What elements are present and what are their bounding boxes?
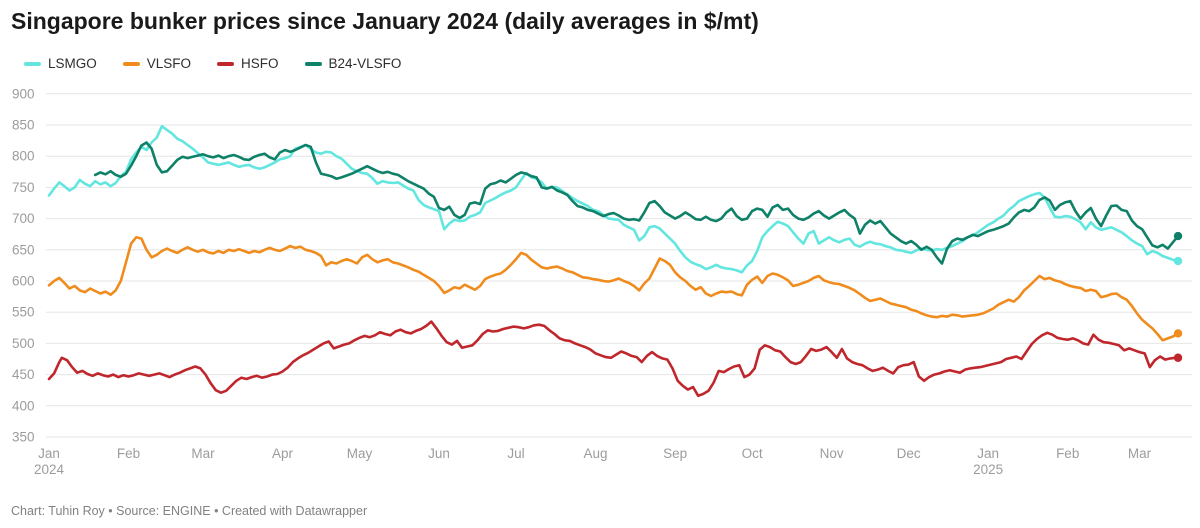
y-tick-label: 850	[12, 118, 35, 133]
x-tick-label: Mar	[191, 446, 215, 461]
y-tick-label: 700	[12, 211, 35, 226]
legend-swatch-icon	[24, 61, 41, 66]
series-end-dot-hsfo	[1173, 353, 1183, 362]
y-tick-label: 500	[12, 336, 35, 351]
series-end-dot-vlsfo	[1173, 329, 1183, 338]
y-tick-label: 650	[12, 242, 35, 257]
legend-swatch-icon	[217, 61, 235, 66]
legend-item-b24-vlsfo: B24-VLSFO	[304, 56, 402, 71]
x-tick-label: May	[347, 446, 373, 461]
x-tick-label: Mar	[1128, 446, 1152, 461]
legend-swatch-icon	[304, 61, 322, 66]
series-end-dot-lsmgo	[1173, 256, 1183, 266]
x-tick-label: Jul	[507, 446, 524, 461]
x-tick-label: Jan	[977, 446, 999, 461]
legend-label: LSMGO	[48, 56, 97, 71]
legend-label: VLSFO	[146, 56, 192, 71]
x-tick-label: Feb	[117, 446, 140, 461]
x-tick-label: Dec	[897, 446, 921, 461]
series-line-lsmgo	[47, 124, 1180, 274]
x-tick-label: Oct	[742, 446, 763, 461]
legend-swatch-icon	[122, 61, 140, 66]
x-tick-label: Jun	[428, 446, 450, 461]
x-tick-label: Apr	[272, 446, 294, 461]
legend: LSMGO VLSFO HSFO B24-VLSFO	[24, 56, 401, 71]
x-tick-year-label: 2024	[34, 462, 65, 477]
legend-label: B24-VLSFO	[328, 56, 402, 71]
series-line-hsfo	[47, 320, 1180, 398]
y-tick-label: 350	[12, 430, 35, 445]
x-tick-label: Nov	[820, 446, 844, 461]
legend-label: HSFO	[241, 56, 279, 71]
series-line-b24-vlsfo	[93, 141, 1180, 265]
series-end-dot-b24-vlsfo	[1173, 231, 1183, 241]
y-tick-label: 550	[12, 305, 35, 320]
y-tick-label: 400	[12, 398, 35, 413]
x-tick-label: Sep	[663, 446, 687, 461]
y-tick-label: 750	[12, 180, 35, 195]
y-tick-label: 800	[12, 149, 35, 164]
legend-item-hsfo: HSFO	[217, 56, 279, 71]
chart-footer: Chart: Tuhin Roy • Source: ENGINE • Crea…	[11, 504, 368, 518]
legend-item-lsmgo: LSMGO	[24, 56, 97, 71]
y-tick-label: 600	[12, 274, 35, 289]
page-title: Singapore bunker prices since January 20…	[11, 8, 759, 34]
legend-item-vlsfo: VLSFO	[122, 56, 192, 71]
x-tick-label: Jan	[38, 446, 60, 461]
y-tick-label: 900	[12, 86, 35, 101]
x-tick-label: Aug	[584, 446, 608, 461]
series-line-vlsfo	[47, 236, 1180, 342]
x-tick-year-label: 2025	[973, 462, 1003, 477]
y-tick-label: 450	[12, 367, 35, 382]
x-tick-label: Feb	[1056, 446, 1079, 461]
